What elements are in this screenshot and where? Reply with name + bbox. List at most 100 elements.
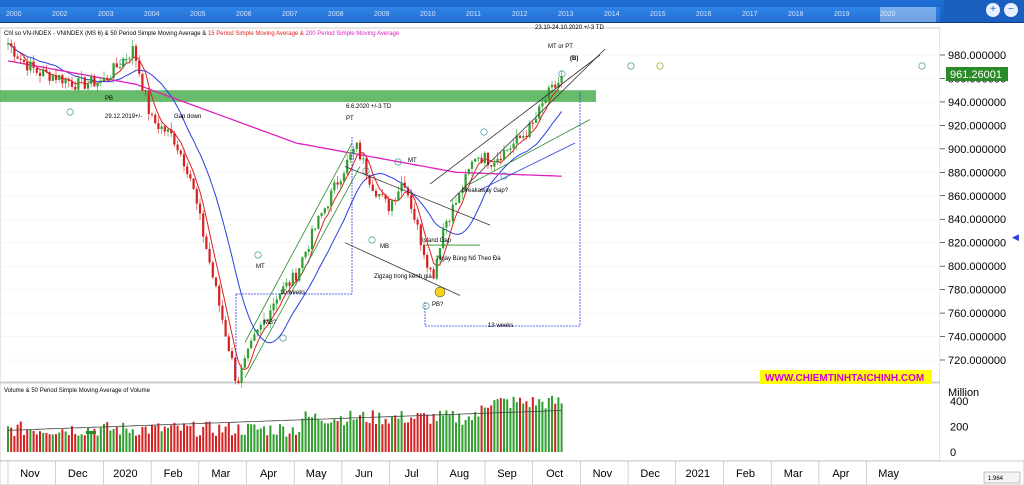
candle-body xyxy=(13,46,16,57)
candle-body xyxy=(192,178,195,189)
wave-marker-icon xyxy=(500,172,508,180)
volume-bar xyxy=(96,435,99,452)
volume-bar xyxy=(167,427,169,452)
last-price-badge xyxy=(946,67,1008,81)
x-tick-label: Oct xyxy=(546,468,563,480)
chart-annotation: 13 weeks xyxy=(488,323,513,329)
volume-bar xyxy=(368,422,371,452)
volume-bar xyxy=(493,400,496,452)
volume-bar xyxy=(67,435,70,452)
volume-bar xyxy=(259,428,262,452)
volume-bar xyxy=(45,432,48,452)
candle-body xyxy=(189,174,192,179)
candle-body xyxy=(474,158,477,162)
timeline-year-label[interactable]: 2007 xyxy=(282,11,298,18)
candle-body xyxy=(416,219,419,225)
volume-bar xyxy=(445,410,448,452)
candle-body xyxy=(125,59,128,61)
volume-bar xyxy=(106,422,109,452)
candle-body xyxy=(541,103,544,107)
timeline-year-label[interactable]: 2003 xyxy=(98,11,114,18)
candle-body xyxy=(435,258,438,279)
timeline-year-label[interactable]: 2017 xyxy=(742,11,758,18)
zoom-value: 1.964 xyxy=(988,476,1004,482)
chart-annotation: MT or PT xyxy=(548,44,573,50)
volume-bar xyxy=(439,410,441,452)
timeline-year-label[interactable]: 2009 xyxy=(374,11,390,18)
chart-annotation: PB xyxy=(105,96,113,102)
volume-bar xyxy=(154,425,157,452)
timeline-year-label[interactable]: 2020 xyxy=(880,11,896,18)
candle-body xyxy=(458,193,461,204)
volume-bar xyxy=(381,424,384,452)
y-tick-label: 940.000000 xyxy=(948,97,1006,109)
candle-body xyxy=(330,190,333,207)
zoom-in-icon[interactable]: + xyxy=(986,3,1000,17)
zoom-out-icon[interactable]: − xyxy=(1004,3,1018,17)
volume-bar xyxy=(144,426,147,452)
volume-bar xyxy=(391,416,393,452)
candle-body xyxy=(429,267,432,270)
volume-bar xyxy=(365,421,368,452)
timeline-year-label[interactable]: 2008 xyxy=(328,11,344,18)
uptrend-channel-bottom xyxy=(244,166,361,378)
timeline-year-label[interactable]: 2015 xyxy=(650,11,666,18)
volume-bar xyxy=(384,418,387,452)
timeline-year-label[interactable]: 2004 xyxy=(144,11,160,18)
timeline-year-label[interactable]: 2014 xyxy=(604,11,620,18)
candle-body xyxy=(147,91,150,114)
volume-bar xyxy=(387,423,390,452)
candle-body xyxy=(237,380,240,383)
timeline-year-label[interactable]: 2000 xyxy=(6,11,22,18)
timeline-year-label[interactable]: 2012 xyxy=(512,11,528,18)
candle-body xyxy=(86,83,90,89)
volume-bar xyxy=(119,434,121,452)
candle-body xyxy=(282,286,285,294)
timeline-year-label[interactable]: 2010 xyxy=(420,11,436,18)
timeline-year-label[interactable]: 2006 xyxy=(236,11,252,18)
volume-bar xyxy=(163,426,166,452)
volume-bar xyxy=(343,425,345,452)
candle-body xyxy=(166,129,170,132)
timeline-year-label[interactable]: 2018 xyxy=(788,11,804,18)
timeline-year-label[interactable]: 2011 xyxy=(466,11,482,18)
price-legend-main: Chỉ so VN-INDEX - VNINDEX (MS 6) & 50 Pe… xyxy=(4,30,206,37)
volume-bar xyxy=(157,423,160,452)
candle-body xyxy=(64,78,67,84)
volume-bar xyxy=(266,435,269,452)
candle-body xyxy=(214,277,218,286)
volume-bar xyxy=(483,407,486,452)
wave-marker-icon xyxy=(362,167,370,175)
volume-bar xyxy=(151,424,153,452)
candle-body xyxy=(358,142,362,160)
x-tick-label: Feb xyxy=(164,468,183,480)
candle-body xyxy=(266,319,269,321)
timeline-selection[interactable] xyxy=(880,7,936,22)
timeline-year-label[interactable]: 2005 xyxy=(190,11,206,18)
y-tick-label: 860.000000 xyxy=(948,191,1006,203)
volume-bar xyxy=(285,436,288,452)
candle-body xyxy=(58,74,61,80)
volume-bar xyxy=(23,434,25,452)
x-tick-label: Nov xyxy=(20,468,40,480)
timeline-year-label[interactable]: 2016 xyxy=(696,11,712,18)
volume-bar xyxy=(467,416,470,452)
timeline-bar[interactable]: 2000 2002 2003 2004 2005 2006 2007 2008 2009 2010… xyxy=(0,0,1024,23)
candle-body xyxy=(534,118,538,123)
window-controls: + − xyxy=(944,0,1024,22)
zoom-badge[interactable] xyxy=(983,471,1021,484)
volume-panel xyxy=(0,382,941,462)
volume-bar xyxy=(336,421,339,452)
volume-bar xyxy=(496,399,499,452)
chart-canvas[interactable]: PB 29.12.2019+/- Gap down PT 6.6.2020 +/-3 T… xyxy=(0,22,1024,485)
y-tick-label: 900.000000 xyxy=(948,144,1006,156)
scroll-arrow-icon[interactable]: ◀ xyxy=(1012,232,1019,242)
timeline-year-label[interactable]: 2002 xyxy=(52,11,68,18)
chart-annotation: 10 weeks xyxy=(280,290,305,296)
timeline-year-label[interactable]: 2019 xyxy=(834,11,850,18)
timeline-scroller[interactable]: 2000 2002 2003 2004 2005 2006 2007 2008 2009 2010… xyxy=(0,7,940,22)
volume-bar xyxy=(362,411,365,452)
volume-bar xyxy=(176,425,179,452)
chart-annotation: (B) xyxy=(570,56,578,62)
timeline-year-label[interactable]: 2013 xyxy=(558,11,574,18)
